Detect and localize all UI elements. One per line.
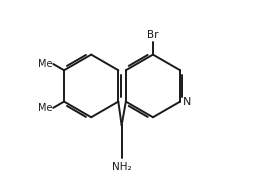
Text: Me: Me xyxy=(38,59,52,69)
Text: Br: Br xyxy=(147,30,159,40)
Text: N: N xyxy=(183,97,192,107)
Text: NH₂: NH₂ xyxy=(112,162,131,172)
Text: Me: Me xyxy=(38,103,52,113)
